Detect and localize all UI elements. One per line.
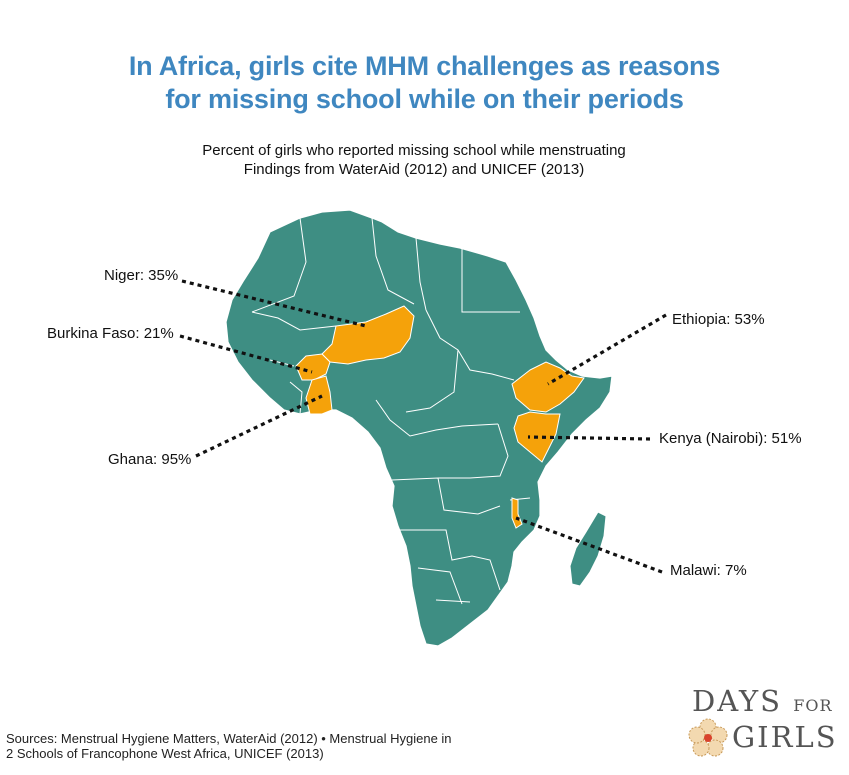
sources-line-1: Sources: Menstrual Hygiene Matters, Wate… <box>6 731 452 746</box>
ghana-shape <box>305 375 333 415</box>
ethiopia-leader <box>547 313 667 386</box>
label-ethiopia: Ethiopia: 53% <box>672 311 765 328</box>
leader-lines <box>179 279 667 574</box>
subtitle-line-1: Percent of girls who reported missing sc… <box>202 142 626 159</box>
logo-word-for: FOR <box>793 696 833 715</box>
label-ghana: Ghana: 95% <box>108 451 192 468</box>
label-burkina-faso: Burkina Faso: 21% <box>47 325 174 342</box>
burkina-faso-leader <box>179 334 313 374</box>
chart-subtitle: Percent of girls who reported missing sc… <box>0 141 828 179</box>
sources-note: Sources: Menstrual Hygiene Matters, Wate… <box>6 731 452 761</box>
title-line-2: for missing school while on their period… <box>165 84 684 114</box>
flower-icon <box>688 718 728 757</box>
malawi-leader <box>515 516 663 574</box>
label-malawi: Malawi: 7% <box>670 562 747 579</box>
title-line-1: In Africa, girls cite MHM challenges as … <box>128 51 721 81</box>
label-kenya: Kenya (Nairobi): 51% <box>659 430 802 447</box>
subtitle-line-2: Findings from WaterAid (2012) and UNICEF… <box>243 161 585 178</box>
ethiopia-shape <box>511 361 585 413</box>
madagascar <box>569 511 607 587</box>
days-for-girls-logo: DAYS FOR GIRLS <box>688 684 838 757</box>
burkina-faso-shape <box>295 353 331 381</box>
logo-word-girls: GIRLS <box>732 720 838 754</box>
chart-title: In Africa, girls cite MHM challenges as … <box>0 50 849 116</box>
label-niger: Niger: 35% <box>104 267 179 284</box>
country-borders <box>251 217 531 605</box>
logo-top-line: DAYS FOR <box>692 684 833 718</box>
logo-word-days: DAYS <box>692 684 783 718</box>
malawi-shape <box>511 497 523 529</box>
sources-line-2: 2 Schools of Francophone West Africa, UN… <box>6 746 324 761</box>
